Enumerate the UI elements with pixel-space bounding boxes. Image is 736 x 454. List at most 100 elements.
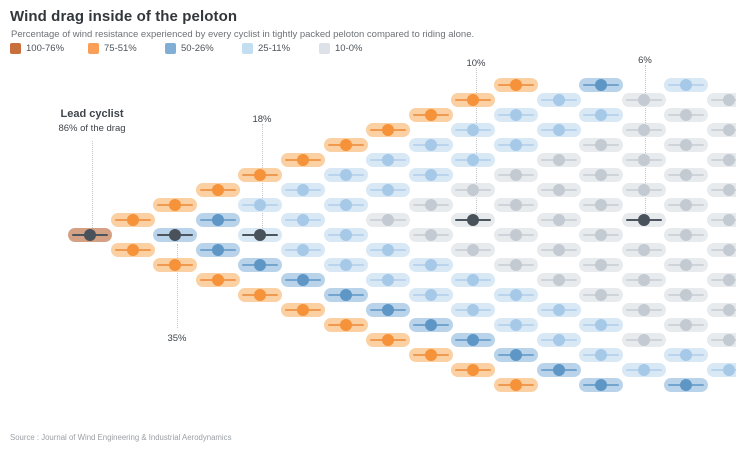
cyclist-mark[interactable]: [536, 333, 581, 347]
cyclist-mark[interactable]: [579, 228, 624, 242]
cyclist-mark[interactable]: [451, 363, 496, 377]
cyclist-mark[interactable]: [451, 123, 496, 137]
cyclist-mark[interactable]: [366, 303, 411, 317]
cyclist-mark[interactable]: [707, 243, 736, 257]
cyclist-mark[interactable]: [536, 93, 581, 107]
cyclist-mark-highlighted[interactable]: [238, 228, 283, 242]
cyclist-mark[interactable]: [494, 198, 538, 212]
cyclist-mark[interactable]: [281, 183, 325, 197]
cyclist-mark[interactable]: [536, 273, 581, 287]
cyclist-mark[interactable]: [664, 78, 709, 92]
cyclist-mark[interactable]: [366, 213, 411, 227]
cyclist-mark[interactable]: [621, 363, 666, 377]
cyclist-mark[interactable]: [621, 93, 666, 107]
cyclist-mark-highlighted[interactable]: [451, 213, 496, 227]
cyclist-mark[interactable]: [451, 303, 496, 317]
cyclist-mark[interactable]: [707, 213, 736, 227]
cyclist-mark[interactable]: [323, 258, 368, 272]
cyclist-mark[interactable]: [494, 258, 538, 272]
cyclist-mark[interactable]: [451, 183, 496, 197]
cyclist-mark[interactable]: [707, 153, 736, 167]
legend-item-25-11[interactable]: 25-11%: [242, 43, 290, 54]
cyclist-mark[interactable]: [664, 138, 709, 152]
cyclist-mark[interactable]: [664, 228, 709, 242]
cyclist-mark[interactable]: [536, 243, 581, 257]
cyclist-mark[interactable]: [621, 183, 666, 197]
cyclist-mark[interactable]: [494, 378, 538, 392]
cyclist-mark[interactable]: [621, 123, 666, 137]
cyclist-mark[interactable]: [536, 123, 581, 137]
cyclist-mark[interactable]: [408, 138, 453, 152]
cyclist-mark[interactable]: [195, 183, 240, 197]
cyclist-mark[interactable]: [494, 348, 538, 362]
cyclist-mark[interactable]: [408, 348, 453, 362]
cyclist-mark[interactable]: [323, 138, 368, 152]
cyclist-mark[interactable]: [621, 243, 666, 257]
cyclist-mark[interactable]: [366, 273, 411, 287]
cyclist-mark[interactable]: [494, 228, 538, 242]
cyclist-mark[interactable]: [494, 288, 538, 302]
cyclist-mark[interactable]: [366, 333, 411, 347]
cyclist-mark[interactable]: [195, 273, 240, 287]
cyclist-mark[interactable]: [110, 243, 155, 257]
cyclist-mark[interactable]: [494, 138, 538, 152]
cyclist-mark[interactable]: [707, 303, 736, 317]
cyclist-mark[interactable]: [664, 288, 709, 302]
cyclist-mark[interactable]: [494, 168, 538, 182]
cyclist-mark[interactable]: [408, 318, 453, 332]
cyclist-mark[interactable]: [281, 153, 325, 167]
cyclist-mark[interactable]: [195, 213, 240, 227]
cyclist-mark-highlighted[interactable]: [621, 213, 666, 227]
cyclist-mark[interactable]: [536, 153, 581, 167]
cyclist-mark[interactable]: [366, 243, 411, 257]
cyclist-mark[interactable]: [323, 318, 368, 332]
cyclist-mark[interactable]: [664, 168, 709, 182]
cyclist-mark[interactable]: [451, 273, 496, 287]
cyclist-mark[interactable]: [451, 333, 496, 347]
cyclist-mark[interactable]: [579, 138, 624, 152]
cyclist-mark[interactable]: [238, 288, 283, 302]
cyclist-mark[interactable]: [408, 108, 453, 122]
cyclist-mark[interactable]: [536, 363, 581, 377]
cyclist-mark[interactable]: [536, 183, 581, 197]
cyclist-mark[interactable]: [366, 123, 411, 137]
cyclist-mark[interactable]: [451, 153, 496, 167]
cyclist-mark[interactable]: [366, 183, 411, 197]
cyclist-mark[interactable]: [621, 303, 666, 317]
cyclist-mark-highlighted[interactable]: [68, 228, 112, 242]
cyclist-mark[interactable]: [579, 198, 624, 212]
cyclist-mark[interactable]: [621, 333, 666, 347]
cyclist-mark[interactable]: [664, 198, 709, 212]
cyclist-mark[interactable]: [494, 108, 538, 122]
cyclist-mark[interactable]: [579, 78, 624, 92]
cyclist-mark[interactable]: [707, 333, 736, 347]
cyclist-mark[interactable]: [281, 273, 325, 287]
cyclist-mark[interactable]: [707, 123, 736, 137]
cyclist-mark[interactable]: [536, 303, 581, 317]
cyclist-mark[interactable]: [323, 168, 368, 182]
cyclist-mark[interactable]: [579, 258, 624, 272]
cyclist-mark[interactable]: [408, 198, 453, 212]
cyclist-mark[interactable]: [281, 213, 325, 227]
cyclist-mark[interactable]: [707, 273, 736, 287]
cyclist-mark[interactable]: [664, 108, 709, 122]
legend-item-10-0[interactable]: 10-0%: [319, 43, 362, 54]
cyclist-mark[interactable]: [494, 78, 538, 92]
cyclist-mark[interactable]: [408, 288, 453, 302]
cyclist-mark[interactable]: [707, 93, 736, 107]
cyclist-mark[interactable]: [323, 198, 368, 212]
cyclist-mark[interactable]: [621, 153, 666, 167]
cyclist-mark[interactable]: [707, 183, 736, 197]
cyclist-mark[interactable]: [323, 288, 368, 302]
cyclist-mark[interactable]: [664, 348, 709, 362]
cyclist-mark[interactable]: [664, 378, 709, 392]
cyclist-mark[interactable]: [451, 243, 496, 257]
cyclist-mark-highlighted[interactable]: [153, 228, 198, 242]
cyclist-mark[interactable]: [281, 303, 325, 317]
cyclist-mark[interactable]: [579, 348, 624, 362]
cyclist-mark[interactable]: [323, 228, 368, 242]
cyclist-mark[interactable]: [664, 318, 709, 332]
cyclist-mark[interactable]: [408, 168, 453, 182]
cyclist-mark[interactable]: [579, 318, 624, 332]
cyclist-mark[interactable]: [408, 228, 453, 242]
